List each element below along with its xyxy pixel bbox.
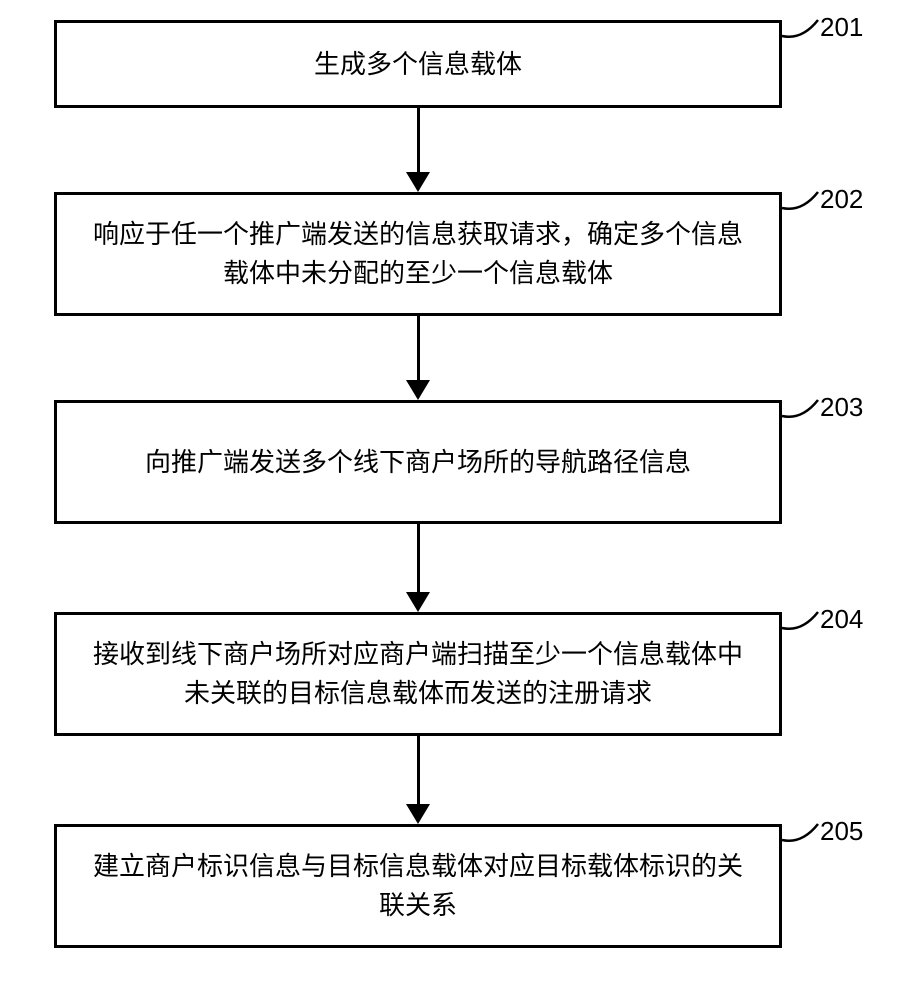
flow-step-b5: 建立商户标识信息与目标信息载体对应目标载体标识的关联关系 — [54, 824, 782, 948]
arrow-line-1 — [417, 108, 420, 172]
flow-step-text: 生成多个信息载体 — [290, 45, 546, 84]
callout-line-203 — [778, 396, 822, 420]
callout-line-204 — [778, 608, 822, 632]
arrow-head-1 — [406, 172, 430, 192]
flowchart-container: 生成多个信息载体 201 响应于任一个推广端发送的信息获取请求，确定多个信息载体中未… — [0, 0, 898, 1000]
arrow-head-2 — [406, 380, 430, 400]
arrow-head-4 — [406, 804, 430, 824]
flow-step-b3: 向推广端发送多个线下商户场所的导航路径信息 — [54, 400, 782, 524]
callout-line-201 — [778, 16, 822, 40]
arrow-line-3 — [417, 524, 420, 592]
flow-step-text: 向推广端发送多个线下商户场所的导航路径信息 — [121, 443, 715, 482]
arrow-line-4 — [417, 736, 420, 804]
ref-label-202: 202 — [820, 184, 863, 215]
flow-step-b4: 接收到线下商户场所对应商户端扫描至少一个信息载体中未关联的目标信息载体而发送的注… — [54, 612, 782, 736]
ref-label-201: 201 — [820, 12, 863, 43]
callout-line-205 — [778, 820, 822, 844]
flow-step-text: 接收到线下商户场所对应商户端扫描至少一个信息载体中未关联的目标信息载体而发送的注… — [69, 635, 767, 713]
flow-step-b2: 响应于任一个推广端发送的信息获取请求，确定多个信息载体中未分配的至少一个信息载体 — [54, 192, 782, 316]
flow-step-b1: 生成多个信息载体 — [54, 20, 782, 108]
callout-line-202 — [778, 188, 822, 212]
flow-step-text: 建立商户标识信息与目标信息载体对应目标载体标识的关联关系 — [69, 847, 767, 925]
ref-label-204: 204 — [820, 604, 863, 635]
ref-label-205: 205 — [820, 816, 863, 847]
arrow-line-2 — [417, 316, 420, 380]
arrow-head-3 — [406, 592, 430, 612]
flow-step-text: 响应于任一个推广端发送的信息获取请求，确定多个信息载体中未分配的至少一个信息载体 — [69, 215, 767, 293]
ref-label-203: 203 — [820, 392, 863, 423]
